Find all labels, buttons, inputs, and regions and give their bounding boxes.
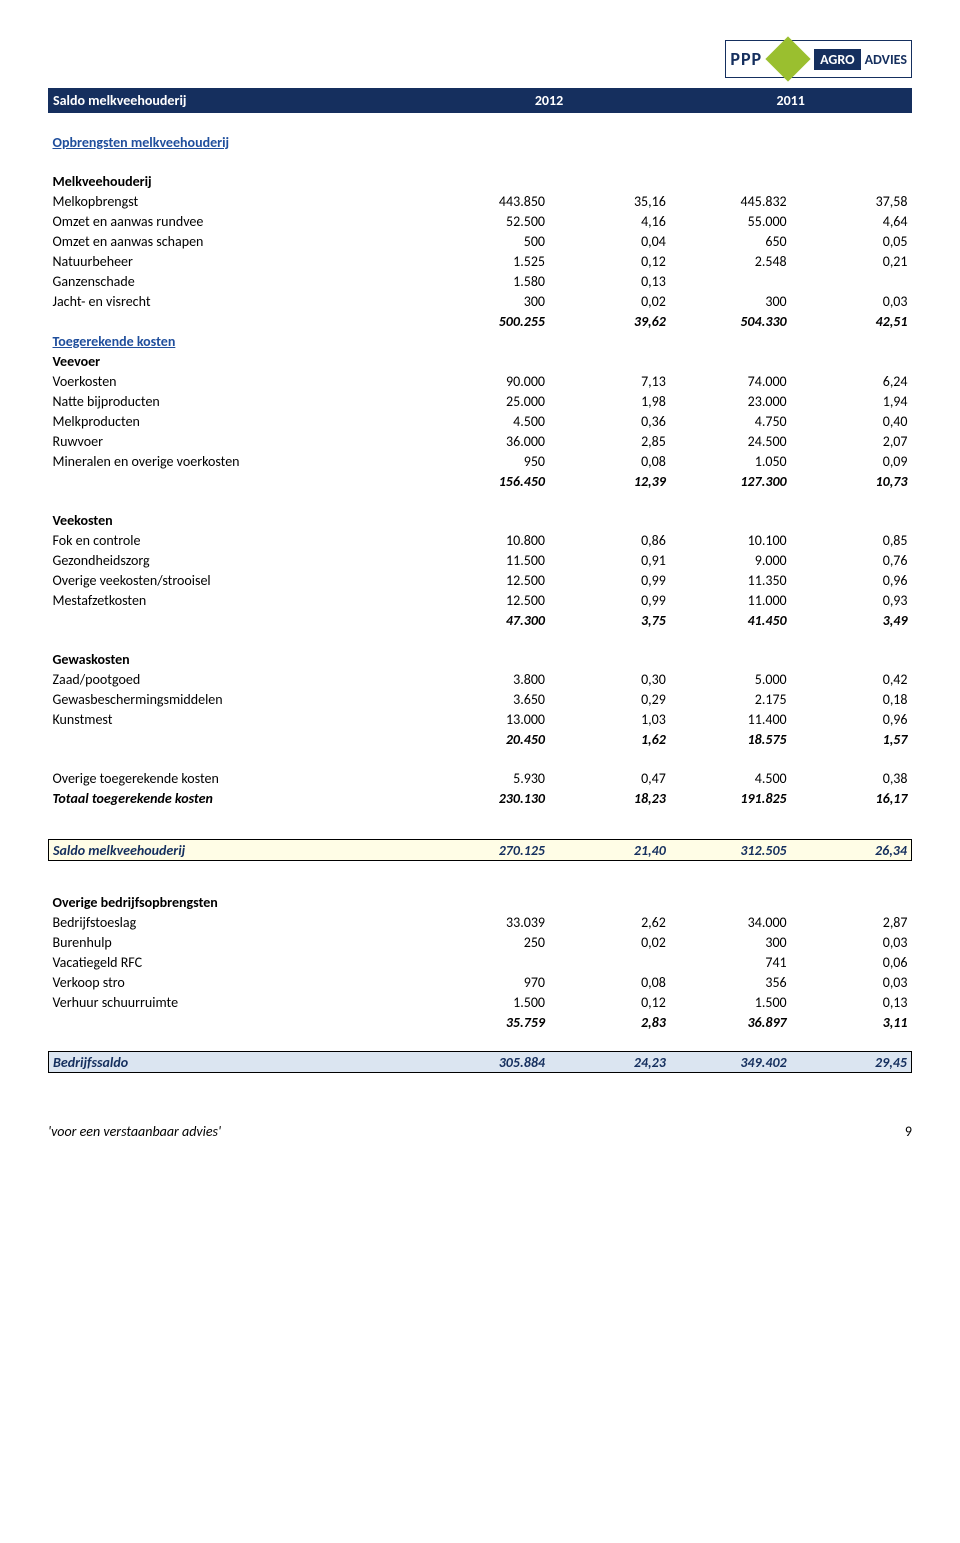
section-opbrengsten: Opbrengsten melkveehouderij xyxy=(53,134,230,151)
table-row: Natte bijproducten25.0001,9823.0001,94 xyxy=(49,391,912,411)
footer-page: 9 xyxy=(905,1123,912,1140)
table-row: Overige toegerekende kosten5.9300,474.50… xyxy=(49,768,912,788)
subtotal-row: 20.4501,6218.5751,57 xyxy=(49,729,912,749)
logo-advies: ADVIES xyxy=(865,51,907,68)
header-year2: 2011 xyxy=(670,89,912,113)
total-row: Totaal toegerekende kosten230.13018,2319… xyxy=(49,788,912,808)
saldo-melkveehouderij-row: Saldo melkveehouderij270.12521,40312.505… xyxy=(49,840,912,861)
table-row: Vacatiegeld RFC7410,06 xyxy=(49,952,912,972)
subtotal-row: 47.3003,7541.4503,49 xyxy=(49,610,912,630)
table-row: Kunstmest13.0001,0311.4000,96 xyxy=(49,709,912,729)
section-veevoer: Veevoer xyxy=(49,351,429,371)
table-row: Omzet en aanwas schapen5000,046500,05 xyxy=(49,231,912,251)
logo-diamond xyxy=(765,36,810,81)
table-row: Jacht- en visrecht3000,023000,03 xyxy=(49,291,912,311)
table-row: Voerkosten90.0007,1374.0006,24 xyxy=(49,371,912,391)
table-row: Mineralen en overige voerkosten9500,081.… xyxy=(49,451,912,471)
header-title: Saldo melkveehouderij xyxy=(49,89,429,113)
table-row: Ruwvoer36.0002,8524.5002,07 xyxy=(49,431,912,451)
table-row: Verhuur schuurruimte1.5000,121.5000,13 xyxy=(49,992,912,1012)
section-overige-bedrijf: Overige bedrijfsopbrengsten xyxy=(49,892,429,912)
subtotal-row: 35.7592,8336.8973,11 xyxy=(49,1012,912,1032)
table-row: Omzet en aanwas rundvee52.5004,1655.0004… xyxy=(49,211,912,231)
page-footer: 'voor een verstaanbaar advies' 9 xyxy=(48,1123,912,1140)
section-toegerekende: Toegerekende kosten xyxy=(53,333,176,350)
table-row: Fok en controle10.8000,8610.1000,85 xyxy=(49,530,912,550)
footer-tagline: 'voor een verstaanbaar advies' xyxy=(48,1123,221,1140)
table-row: Mestafzetkosten12.5000,9911.0000,93 xyxy=(49,590,912,610)
subtotal-row: 500.25539,62504.33042,51 xyxy=(49,311,912,331)
table-row: Zaad/pootgoed3.8000,305.0000,42 xyxy=(49,669,912,689)
table-row: Gezondheidszorg11.5000,919.0000,76 xyxy=(49,550,912,570)
table-row: Gewasbeschermingsmiddelen3.6500,292.1750… xyxy=(49,689,912,709)
table-header: Saldo melkveehouderij 2012 2011 xyxy=(49,89,912,113)
table-row: Burenhulp2500,023000,03 xyxy=(49,932,912,952)
table-row: Melkproducten4.5000,364.7500,40 xyxy=(49,411,912,431)
table-row: Verkoop stro9700,083560,03 xyxy=(49,972,912,992)
logo-agro: AGRO xyxy=(814,49,860,70)
section-melkveehouderij: Melkveehouderij xyxy=(49,171,429,191)
table-row: Natuurbeheer1.5250,122.5480,21 xyxy=(49,251,912,271)
logo-ppp: PPP xyxy=(730,48,762,70)
bedrijfssaldo-row: Bedrijfssaldo305.88424,23349.40229,45 xyxy=(49,1052,912,1073)
header-year1: 2012 xyxy=(428,89,670,113)
section-veekosten: Veekosten xyxy=(49,510,429,530)
financial-table: Saldo melkveehouderij 2012 2011 Opbrengs… xyxy=(48,88,912,1073)
section-gewaskosten: Gewaskosten xyxy=(49,649,429,669)
table-row: Melkopbrengst443.85035,16445.83237,58 xyxy=(49,191,912,211)
logo: PPP AGRO ADVIES xyxy=(48,40,912,78)
table-row: Bedrijfstoeslag33.0392,6234.0002,87 xyxy=(49,912,912,932)
table-row: Overige veekosten/strooisel12.5000,9911.… xyxy=(49,570,912,590)
table-row: Ganzenschade1.5800,13 xyxy=(49,271,912,291)
subtotal-row: 156.45012,39127.30010,73 xyxy=(49,471,912,491)
